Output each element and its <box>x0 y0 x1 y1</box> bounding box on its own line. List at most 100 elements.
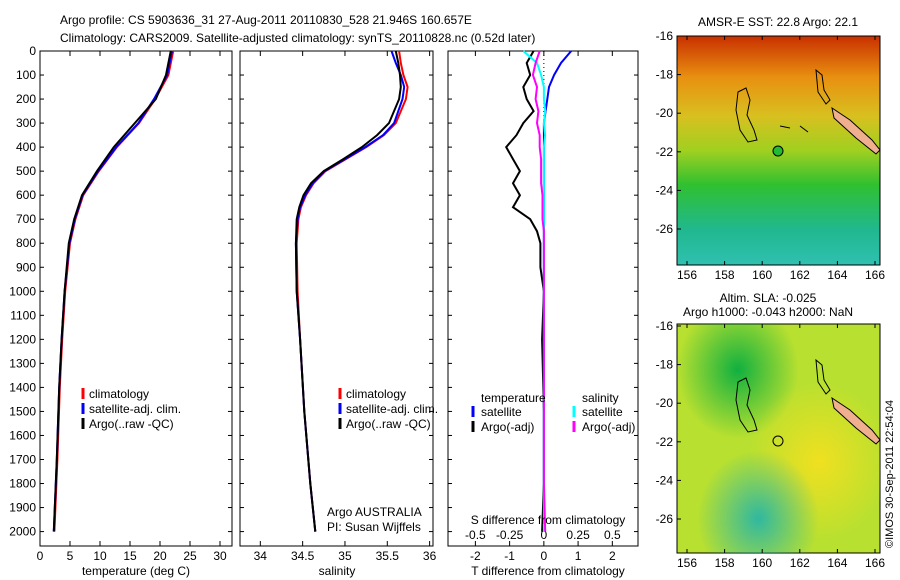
lat-tick-label: -20 <box>656 106 674 120</box>
lat-tick-label: -24 <box>656 473 674 487</box>
series-line-s-satellite <box>522 50 547 532</box>
s-tick-label: -0.25 <box>496 528 524 542</box>
legend-header: temperature <box>481 391 546 405</box>
y-tick-label: 1100 <box>10 308 36 322</box>
series-line-t-argo-adj- <box>504 50 545 532</box>
y-tick-label: 1900 <box>9 501 36 515</box>
series-line-argo-raw-qc- <box>52 50 172 532</box>
y-tick-label: 600 <box>16 188 36 202</box>
x-tick-label: 35.5 <box>376 549 400 563</box>
lon-tick-label: 158 <box>715 556 735 570</box>
x-tick-label: 2 <box>609 549 616 563</box>
lon-tick-label: 162 <box>790 268 810 282</box>
legend-label: Argo(..raw -QC) <box>89 417 174 431</box>
salinity-panel: 34 34.5 35 35.5 36 climatologysatellite-adj. … <box>239 50 438 563</box>
legend-label: climatology <box>346 387 406 401</box>
y-tick-label: 2000 <box>9 525 36 539</box>
s-tick-label: 0.5 <box>604 528 621 542</box>
plot-frame <box>447 50 639 547</box>
salinity-annotation-1: Argo AUSTRALIA <box>327 505 422 519</box>
imos-stamp: ©IMOS 30-Sep-2011 22:54:04 <box>884 400 896 548</box>
x-tick-label: -2 <box>470 549 481 563</box>
legend-label: Argo(-adj) <box>481 420 534 434</box>
lat-tick-label: -18 <box>656 68 674 82</box>
legend-label: climatology <box>89 387 149 401</box>
x-tick-label: 34.5 <box>291 549 315 563</box>
lon-tick-label: 156 <box>677 268 697 282</box>
plot-frame <box>39 50 233 547</box>
coastline <box>735 68 831 143</box>
s-tick-label: 0 <box>541 528 548 542</box>
lon-tick-label: 166 <box>865 556 885 570</box>
x-tick-label: 10 <box>93 549 107 563</box>
lat-tick-label: -18 <box>656 358 674 372</box>
temperature-xlabel: temperature (deg C) <box>82 564 190 578</box>
y-tick-label: 1200 <box>9 332 36 346</box>
coastline <box>735 358 831 433</box>
y-tick-label: 1600 <box>9 428 36 442</box>
y-tick-label: 1000 <box>9 284 36 298</box>
lon-tick-label: 166 <box>865 268 885 282</box>
legend-header: salinity <box>582 391 619 405</box>
x-tick-label: 0 <box>37 549 44 563</box>
y-tick-label: 200 <box>16 92 36 106</box>
x-tick-label: 34 <box>254 549 268 563</box>
x-tick-label: -1 <box>504 549 515 563</box>
new-caledonia-land <box>831 106 881 155</box>
series-line-argo-raw-qc- <box>294 50 402 532</box>
y-tick-label: 400 <box>16 140 36 154</box>
sst-map-title: AMSR-E SST: 22.8 Argo: 22.1 <box>698 15 858 29</box>
x-tick-label: 15 <box>123 549 137 563</box>
new-caledonia-land <box>831 396 881 445</box>
sla-map-title-2: Argo h1000: -0.043 h2000: NaN <box>683 305 853 319</box>
y-tick-label: 800 <box>16 236 36 250</box>
x-tick-label: 35 <box>338 549 352 563</box>
lat-tick-label: -26 <box>656 512 674 526</box>
y-tick-label: 1700 <box>9 452 36 466</box>
salinity-annotation-2: PI: Susan Wijffels <box>327 520 421 534</box>
x-tick-label: 30 <box>213 549 227 563</box>
temperature-panel: 0 5 10 15 20 25 300100200300400500600700800900… <box>9 44 233 563</box>
lon-tick-label: 164 <box>827 556 847 570</box>
series-line-t-satellite <box>542 50 572 532</box>
sst-map: AMSR-E SST: 22.8 Argo: 22.1 156 158 160 162… <box>656 15 886 282</box>
legend-label: satellite-adj. clim. <box>89 402 181 416</box>
lat-tick-label: -26 <box>656 222 674 236</box>
sla-map-title-1: Altim. SLA: -0.025 <box>720 291 817 305</box>
t-difference-xlabel: T difference from climatology <box>471 564 625 578</box>
y-tick-label: 700 <box>16 212 36 226</box>
y-tick-label: 1800 <box>9 477 36 491</box>
series-line-climatology <box>53 50 175 532</box>
x-tick-label: 20 <box>153 549 167 563</box>
lon-tick-label: 158 <box>715 268 735 282</box>
y-tick-label: 500 <box>16 164 36 178</box>
y-tick-label: 900 <box>16 260 36 274</box>
title-line-1: Argo profile: CS 5903636_31 27-Aug-2011 … <box>60 13 472 27</box>
lon-tick-label: 160 <box>752 268 772 282</box>
s-difference-xlabel: S difference from climatology <box>471 513 626 527</box>
lat-tick-label: -16 <box>656 319 674 333</box>
legend-label: satellite <box>481 405 522 419</box>
difference-panel: -2 -1 0 1 2 -0.5 -0.25 0 0.25 0.5 temperature salin… <box>447 50 639 563</box>
salinity-xlabel: salinity <box>319 564 356 578</box>
title-line-2: Climatology: CARS2009. Satellite-adjuste… <box>60 31 535 45</box>
s-tick-label: 0.25 <box>566 528 590 542</box>
argo-position-marker <box>772 435 784 447</box>
s-tick-label: -0.5 <box>465 528 486 542</box>
series-line-s-argo-adj- <box>531 50 547 532</box>
sla-map: Altim. SLA: -0.025 Argo h1000: -0.043 h2… <box>656 291 886 570</box>
lat-tick-label: -22 <box>656 435 674 449</box>
lon-tick-label: 162 <box>790 556 810 570</box>
x-tick-label: 0 <box>541 549 548 563</box>
series-line-satellite-adj-clim- <box>52 50 173 532</box>
legend-label: Argo(..raw -QC) <box>346 417 431 431</box>
y-tick-label: 100 <box>16 68 36 82</box>
y-tick-label: 300 <box>16 116 36 130</box>
lat-tick-label: -20 <box>656 396 674 410</box>
series-line-climatology <box>295 50 409 532</box>
y-tick-label: 0 <box>29 44 36 58</box>
y-tick-label: 1500 <box>9 404 36 418</box>
x-tick-label: 25 <box>183 549 197 563</box>
plot-frame <box>239 50 434 547</box>
